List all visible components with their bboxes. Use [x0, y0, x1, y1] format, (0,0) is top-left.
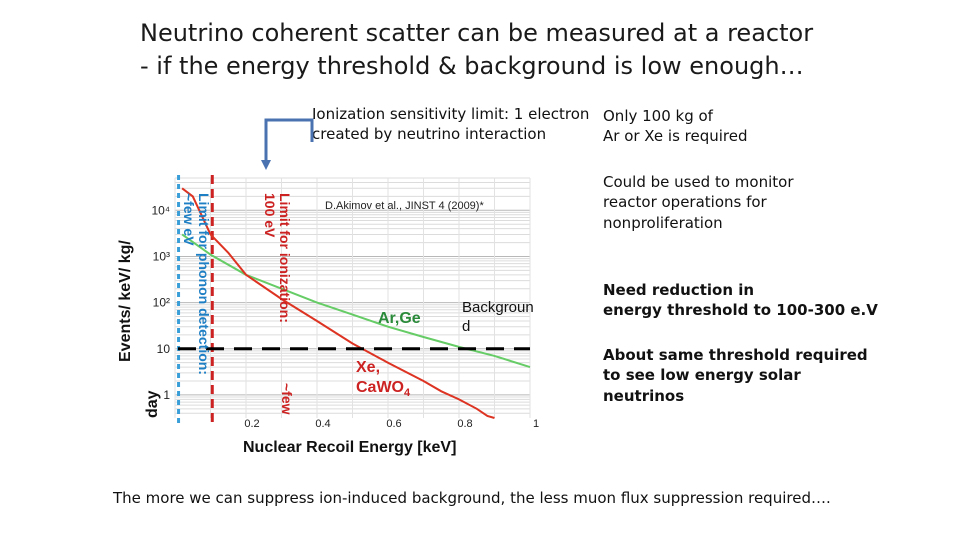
- grid-layer: [174, 177, 531, 418]
- y-axis-label-line1: Events/ keV/ kg/: [117, 240, 134, 362]
- series-label-xe-line1: Xe,: [356, 359, 380, 376]
- x-tick-label: 0.2: [244, 418, 259, 430]
- mass-note-line1: Only 100 kg of: [603, 107, 713, 125]
- solar-note-line2: to see low energy solar: [603, 366, 801, 385]
- y-tick-label: 1: [163, 388, 170, 402]
- ionization-note-line2: created by neutrino interaction: [312, 125, 547, 144]
- phonon-limit-label-line2: ~few eV: [181, 193, 197, 246]
- monitor-note: Could be used to monitor reactor operati…: [603, 172, 794, 233]
- x-tick-label: 1: [533, 418, 539, 430]
- tick-layer: 0.2 0.4 0.6 0.8 1 10⁴ 10³ 10² 10 1: [151, 203, 539, 430]
- mass-note-line2: Ar or Xe is required: [603, 127, 748, 146]
- x-tick-label: 0.8: [457, 418, 472, 430]
- monitor-note-line1: Could be used to monitor: [603, 173, 794, 191]
- ionization-note-line1: Ionization sensitivity limit: 1 electron: [312, 105, 590, 123]
- y-tick-label: 10: [157, 342, 171, 356]
- solar-note-line1: About same threshold required: [603, 346, 868, 364]
- solar-note-line3: neutrinos: [603, 386, 685, 405]
- ionization-limit-label-few: ~few: [279, 383, 295, 415]
- series-label-ar-ge: Ar,Ge: [378, 310, 421, 327]
- series-line-xe-cawo4: [181, 187, 495, 419]
- ionization-arrow: [261, 118, 314, 170]
- x-axis-label: Nuclear Recoil Energy [keV]: [243, 439, 456, 456]
- y-tick-label: 10³: [153, 249, 170, 263]
- reduction-note-line2: energy threshold to 100-300 e.V: [603, 301, 878, 320]
- threshold-layer: [177, 175, 214, 425]
- solar-note: About same threshold required to see low…: [603, 345, 868, 406]
- background-label-line1: Backgroun: [462, 299, 534, 316]
- series-label-xe-line2: CaWO4: [356, 379, 411, 399]
- y-tick-label: 10²: [153, 296, 170, 310]
- ionization-note: Ionization sensitivity limit: 1 electron…: [312, 104, 589, 145]
- reduction-note-line1: Need reduction in: [603, 281, 755, 299]
- background-label-line2: d: [462, 318, 470, 335]
- monitor-note-line3: nonproliferation: [603, 213, 723, 232]
- x-tick-label: 0.4: [315, 418, 330, 430]
- slide-title-line1: Neutrino coherent scatter can be measure…: [140, 19, 814, 47]
- y-tick-label: 10⁴: [151, 203, 170, 217]
- monitor-note-line2: reactor operations for: [603, 193, 767, 212]
- footer-note: The more we can suppress ion-induced bac…: [113, 489, 831, 507]
- chart-citation: D.Akimov et al., JINST 4 (2009)*: [325, 200, 484, 212]
- reduction-note: Need reduction in energy threshold to 10…: [603, 280, 878, 321]
- x-tick-label: 0.6: [386, 418, 401, 430]
- slide-title-line2: - if the energy threshold & background i…: [140, 52, 804, 80]
- ionization-limit-label-line2: 100 eV: [262, 193, 278, 238]
- mass-note: Only 100 kg of Ar or Xe is required: [603, 106, 748, 147]
- phonon-limit-label-line1: Limit for phonon detection:: [196, 193, 212, 375]
- y-axis-label-line2: day: [144, 390, 161, 418]
- ionization-limit-label-line1: Limit for ionization:: [277, 193, 293, 323]
